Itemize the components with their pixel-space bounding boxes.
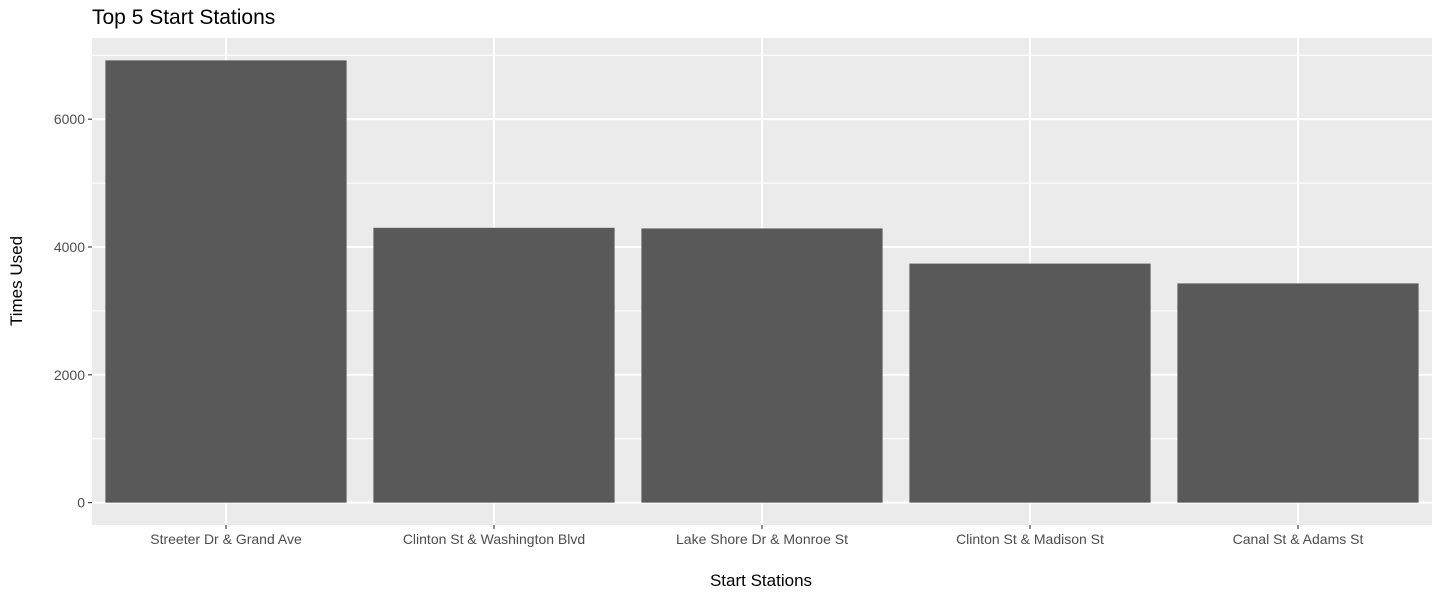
- y-tick-label: 6000: [54, 111, 85, 127]
- bar: [1177, 283, 1419, 503]
- x-tick-label: Clinton St & Washington Blvd: [403, 531, 585, 547]
- bars: [105, 60, 1419, 503]
- y-tick-label: 0: [77, 495, 85, 511]
- bar: [909, 263, 1151, 503]
- x-tick-label: Canal St & Adams St: [1233, 531, 1364, 547]
- chart-title: Top 5 Start Stations: [92, 6, 275, 29]
- x-tick-label: Lake Shore Dr & Monroe St: [676, 531, 848, 547]
- y-tick-label: 4000: [54, 239, 85, 255]
- x-tick-label: Clinton St & Madison St: [956, 531, 1104, 547]
- x-tick-label: Streeter Dr & Grand Ave: [150, 531, 302, 547]
- bar: [641, 228, 883, 503]
- x-axis-title: Start Stations: [710, 571, 812, 590]
- y-axis-title: Times Used: [7, 236, 26, 326]
- bar: [373, 227, 615, 503]
- x-axis: Streeter Dr & Grand Ave Clinton St & Wash…: [150, 525, 1363, 547]
- y-axis: 0 2000 4000 6000: [54, 111, 92, 511]
- y-tick-label: 2000: [54, 367, 85, 383]
- bar: [105, 60, 347, 503]
